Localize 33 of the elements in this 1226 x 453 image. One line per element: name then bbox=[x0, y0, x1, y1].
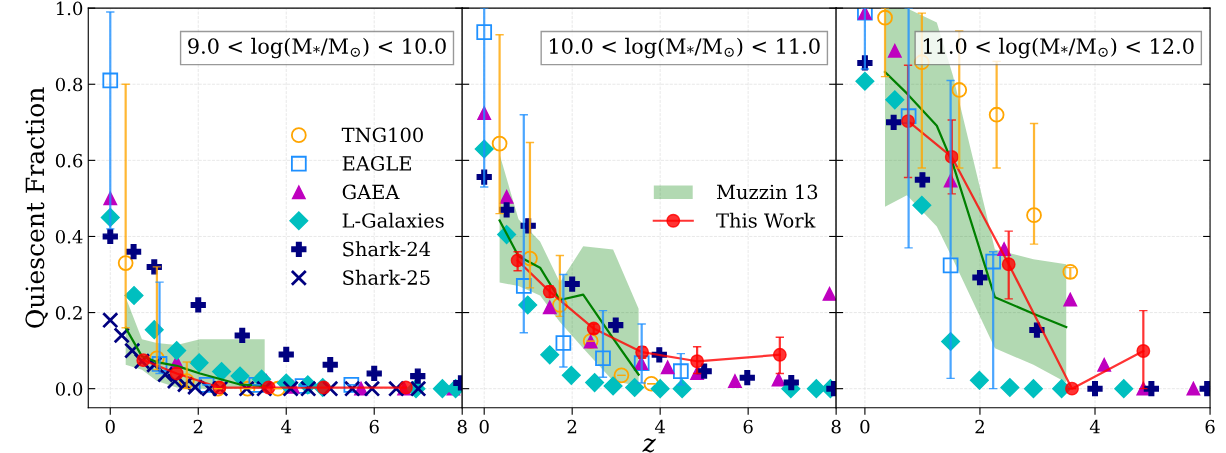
y-tick-label: 0.0 bbox=[55, 382, 83, 396]
legend-label: GAEA bbox=[342, 184, 400, 200]
x-tick-label: 2 bbox=[567, 419, 577, 434]
y-tick-label: 0.6 bbox=[55, 153, 83, 168]
x-tick-label: 8 bbox=[457, 419, 467, 434]
x-tick-label: 0 bbox=[479, 419, 489, 434]
x-axis-title: z bbox=[642, 438, 656, 453]
y-tick-label: 0.8 bbox=[55, 77, 83, 92]
x-tick-label: 2 bbox=[975, 419, 984, 434]
x-tick-label: 2 bbox=[193, 419, 203, 434]
x-tick-label: 6 bbox=[369, 419, 379, 434]
legend-label: Shark-24 bbox=[343, 241, 431, 257]
legend-label: EAGLE bbox=[342, 156, 411, 171]
y-tick-label: 0.2 bbox=[55, 306, 82, 320]
x-tick-label: 6 bbox=[1205, 419, 1215, 434]
x-tick-label: 6 bbox=[743, 419, 753, 434]
y-tick-label: 0.4 bbox=[55, 229, 83, 244]
legend-label: This Work bbox=[716, 212, 816, 228]
x-tick-label: 8 bbox=[831, 419, 841, 434]
legend-label: TNG100 bbox=[341, 127, 423, 143]
legend-label: L-Galaxies bbox=[342, 212, 444, 228]
x-tick-label: 0 bbox=[860, 419, 870, 434]
y-tick-label: 1.0 bbox=[56, 1, 83, 16]
annotation: 9.0 < log(M$_{*}$/M$_{⊙}$) < 10.0 bbox=[188, 37, 446, 59]
x-tick-label: 0 bbox=[105, 419, 115, 434]
y-axis-title: Quiescent Fraction bbox=[25, 87, 48, 328]
legend-label: Shark-25 bbox=[343, 269, 430, 285]
x-tick-label: 4 bbox=[1089, 419, 1100, 434]
legend-label: Muzzin 13 bbox=[717, 184, 818, 200]
annotation: 11.0 < log(M$_{*}$/M$_{⊙}$) < 12.0 bbox=[923, 37, 1194, 59]
annotation: 10.0 < log(M$_{*}$/M$_{⊙}$) < 11.0 bbox=[549, 37, 820, 59]
x-tick-label: 4 bbox=[654, 419, 665, 434]
x-tick-label: 4 bbox=[281, 419, 292, 434]
